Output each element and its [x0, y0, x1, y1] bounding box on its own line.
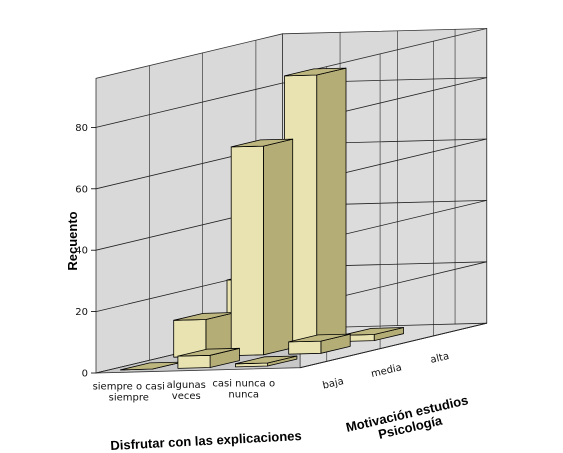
- y-tick-label-1: 20: [75, 307, 88, 318]
- z-category-label-0: baja: [322, 376, 345, 392]
- bar-media-0: [173, 312, 236, 358]
- bar-baja-2: [234, 355, 298, 368]
- y-tick-label-3: 60: [75, 184, 88, 195]
- bar-top: [230, 138, 294, 148]
- bar-front: [177, 354, 211, 369]
- x-axis-title: Disfrutar con las explicaciones: [110, 428, 302, 453]
- x-category-line: nunca: [228, 389, 259, 400]
- bar-media-1: [230, 138, 294, 357]
- x-category-label-2: casi nunca o nunca: [212, 378, 275, 400]
- y-tick-label-4: 80: [75, 123, 88, 134]
- bar-front: [288, 340, 322, 355]
- y-tick-label-2: 40: [75, 246, 88, 257]
- bar-top: [234, 355, 298, 365]
- x-category-label-1: algunas veces: [167, 380, 206, 402]
- gridline-3: [95, 138, 487, 190]
- bar-side: [262, 138, 294, 356]
- gridline-2: [95, 200, 487, 251]
- z-category-label-1: media: [370, 362, 403, 380]
- bar-side: [316, 67, 347, 343]
- x-category-line: veces: [172, 391, 201, 402]
- x-category-line: casi nunca o: [212, 378, 275, 389]
- bar-top: [341, 327, 404, 336]
- bar-baja-1: [177, 347, 240, 369]
- bars-group: [120, 67, 404, 371]
- gridline-4: [95, 77, 487, 128]
- x-category-label-0: siempre o casi siempre: [93, 381, 165, 403]
- y-axis-title: Recuento: [65, 211, 80, 270]
- x-category-line: algunas: [167, 380, 206, 391]
- y-tick-label-0: 0: [82, 369, 88, 380]
- bar-media-2: [288, 333, 351, 355]
- bar-top: [177, 347, 240, 357]
- bar-alta-1: [284, 67, 347, 344]
- bar-front: [230, 145, 264, 357]
- z-axis-title: Motivación estudiosPsicología: [344, 392, 472, 448]
- x-category-line: siempre o casi: [93, 381, 165, 392]
- gridline-1: [95, 261, 487, 312]
- bar-top: [284, 67, 347, 77]
- bar-top: [288, 333, 351, 343]
- z-category-label-2: alta: [429, 351, 450, 366]
- x-category-line: siempre: [109, 392, 149, 403]
